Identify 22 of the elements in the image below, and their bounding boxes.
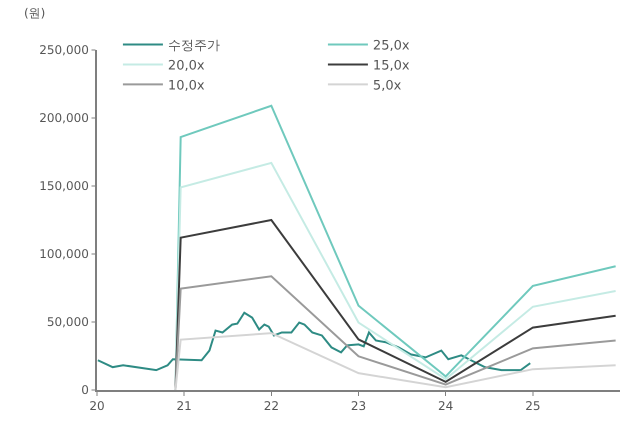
legend-label: 15,0x: [372, 58, 410, 74]
x-tick-label: 23: [350, 399, 366, 414]
x-tick-label: 25: [525, 399, 540, 414]
y-axis-title: (원): [24, 6, 46, 20]
x-tick-label: 24: [438, 399, 454, 414]
y-tick-label: 200,000: [39, 111, 89, 126]
y-tick-label: 50,000: [46, 315, 89, 330]
line-series: [174, 275, 617, 390]
x-tick-label: 21: [176, 399, 192, 414]
legend-label: 5,0x: [372, 78, 402, 94]
y-tick-label: 150,000: [39, 179, 89, 194]
legend-label: 20,0x: [168, 58, 205, 74]
legend-label: 수정주가: [168, 38, 220, 54]
x-tick-label: 20: [89, 399, 105, 414]
y-tick-label: 100,000: [39, 247, 89, 262]
y-tick-label: 0: [81, 383, 89, 398]
line-series: [97, 312, 532, 372]
line-series: [174, 332, 617, 390]
legend-label: 25,0x: [372, 38, 410, 54]
legend-label: 10,0x: [168, 78, 205, 94]
x-tick-label: 22: [264, 399, 279, 414]
y-tick-label: 250,000: [39, 43, 89, 58]
